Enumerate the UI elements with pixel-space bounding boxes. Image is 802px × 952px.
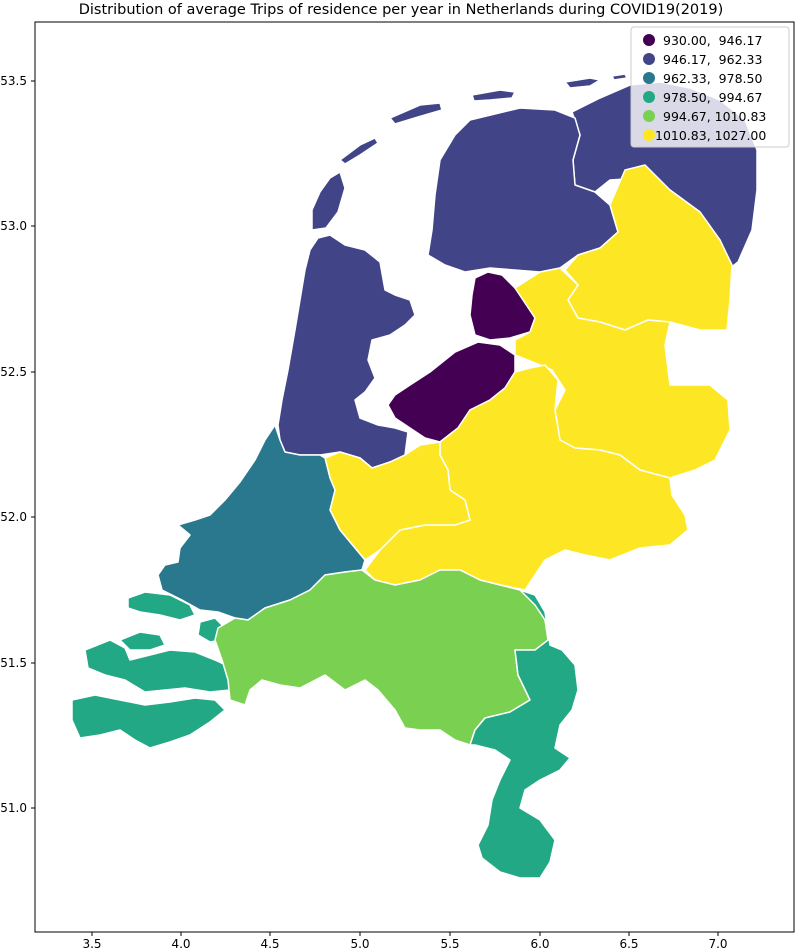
y-axis: 51.0 51.5 52.0 52.5 53.0 53.5 bbox=[0, 74, 35, 815]
x-tick-label: 5.5 bbox=[440, 937, 459, 951]
x-tick-label: 6.0 bbox=[530, 937, 549, 951]
province-zeeland-noord-beveland bbox=[119, 631, 166, 651]
y-tick-label: 53.5 bbox=[0, 74, 27, 88]
y-tick-label: 52.5 bbox=[0, 365, 27, 379]
legend-label: 1010.83, 1027.00 bbox=[655, 128, 766, 143]
legend-label: 946.17, 962.33 bbox=[663, 52, 762, 67]
wadden-island-texel bbox=[311, 171, 346, 231]
x-tick-label: 3.5 bbox=[82, 937, 101, 951]
legend-label: 994.67, 1010.83 bbox=[663, 109, 766, 124]
x-axis: 3.5 4.0 4.5 5.0 5.5 6.0 6.5 7.0 bbox=[82, 932, 728, 951]
legend-marker bbox=[643, 34, 655, 46]
legend-label: 930.00, 946.17 bbox=[663, 33, 762, 48]
legend-label: 978.50, 994.67 bbox=[663, 90, 762, 105]
legend-marker bbox=[643, 53, 655, 65]
y-tick-label: 51.5 bbox=[0, 656, 27, 670]
legend-marker bbox=[643, 91, 655, 103]
x-tick-label: 7.0 bbox=[708, 937, 727, 951]
x-tick-label: 5.0 bbox=[350, 937, 369, 951]
wadden-island-ameland bbox=[471, 89, 516, 102]
legend-marker bbox=[643, 110, 655, 122]
province-friesland bbox=[427, 107, 619, 273]
provinces bbox=[71, 73, 758, 879]
province-zeeland-schouwen bbox=[127, 591, 196, 621]
wadden-island-rottumeroog bbox=[611, 73, 628, 81]
province-limburg bbox=[469, 589, 579, 879]
x-tick-label: 4.5 bbox=[260, 937, 279, 951]
x-tick-label: 6.5 bbox=[619, 937, 638, 951]
y-tick-label: 52.0 bbox=[0, 510, 27, 524]
legend-box bbox=[630, 26, 790, 148]
legend-marker bbox=[643, 129, 655, 141]
province-zeeland-zeeuws-vlaanderen bbox=[71, 694, 226, 749]
wadden-island-vlieland bbox=[339, 137, 379, 165]
axes-frame bbox=[34, 21, 795, 933]
x-tick-label: 4.0 bbox=[171, 937, 190, 951]
wadden-island-schiermonnikoog bbox=[564, 77, 601, 89]
legend: 930.00, 946.17 946.17, 962.33 962.33, 97… bbox=[630, 26, 790, 148]
chart-title: Distribution of average Trips of residen… bbox=[78, 2, 724, 18]
y-tick-label: 51.0 bbox=[0, 801, 27, 815]
legend-label: 962.33, 978.50 bbox=[663, 71, 762, 86]
wadden-island-terschelling bbox=[389, 102, 443, 125]
y-tick-label: 53.0 bbox=[0, 219, 27, 233]
legend-marker bbox=[643, 72, 655, 84]
province-noord-holland bbox=[277, 234, 416, 469]
